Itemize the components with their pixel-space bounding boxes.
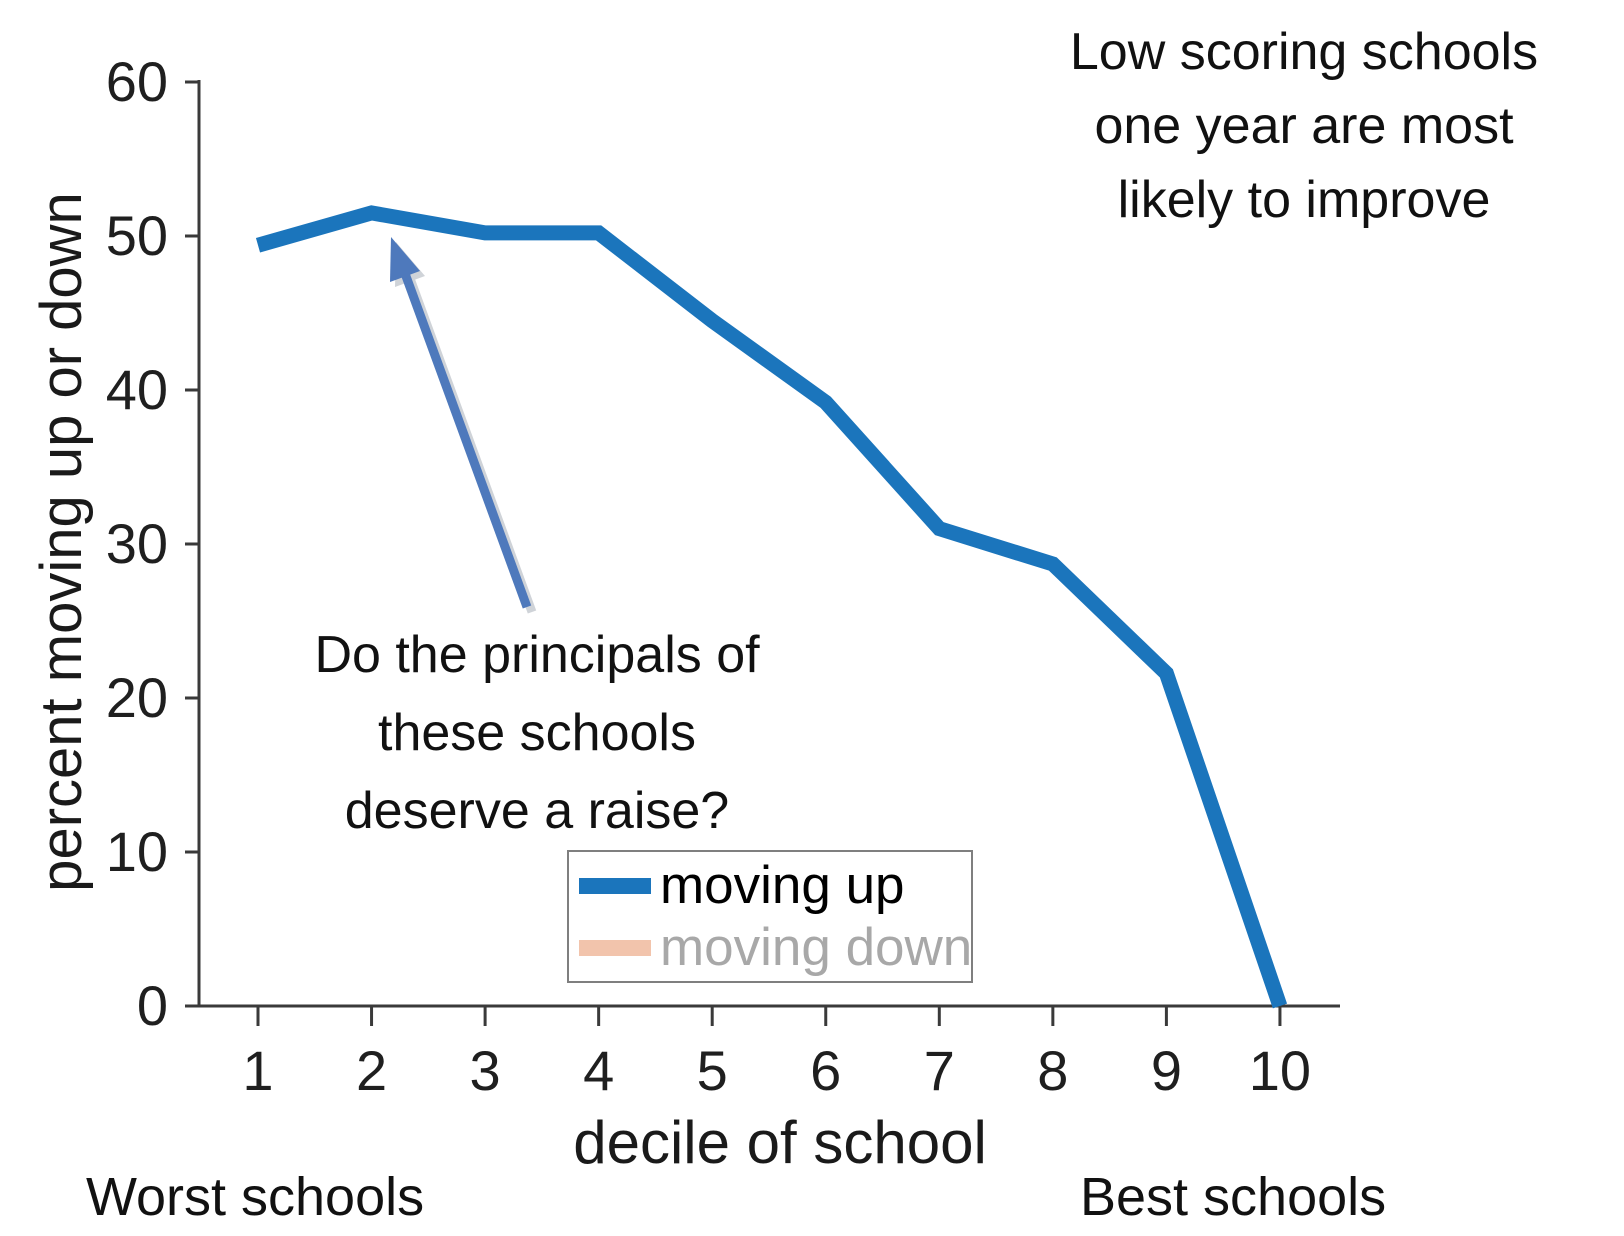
moving-up-line bbox=[255, 205, 1288, 1009]
x-tick-label: 5 bbox=[696, 1039, 728, 1102]
x-tick-label: 9 bbox=[1150, 1039, 1182, 1102]
worst-schools-label: Worst schools bbox=[86, 1167, 425, 1227]
y-tick-label: 60 bbox=[105, 50, 168, 113]
x-axis-title: decile of school bbox=[573, 1109, 987, 1176]
x-tick-label: 1 bbox=[242, 1039, 274, 1102]
legend: moving up moving down bbox=[567, 850, 973, 983]
x-tick-label: 6 bbox=[810, 1039, 842, 1102]
annotation-raise-question: Do the principals of these schools deser… bbox=[314, 626, 760, 840]
x-tick-label: 3 bbox=[469, 1039, 501, 1102]
y-tick-label: 40 bbox=[105, 358, 168, 421]
x-tick-label: 8 bbox=[1037, 1039, 1069, 1102]
legend-label-moving-down: moving down bbox=[660, 918, 973, 977]
y-tick-label: 20 bbox=[105, 666, 168, 729]
legend-item-moving-up: moving up bbox=[579, 858, 971, 914]
y-tick-label: 30 bbox=[105, 512, 168, 575]
x-tick-label: 4 bbox=[583, 1039, 615, 1102]
x-tick-label: 7 bbox=[923, 1039, 955, 1102]
legend-swatch-moving-down bbox=[579, 939, 651, 956]
y-tick-label: 0 bbox=[136, 974, 168, 1037]
annotation-improve: Low scoring schools one year are most li… bbox=[1069, 23, 1539, 229]
x-tick-label: 2 bbox=[355, 1039, 388, 1102]
best-schools-label: Best schools bbox=[1080, 1167, 1387, 1227]
axes bbox=[185, 80, 1340, 1026]
legend-label-moving-up: moving up bbox=[660, 856, 905, 915]
y-axis-title: percent moving up or down bbox=[29, 192, 94, 892]
y-tick-label: 50 bbox=[105, 204, 168, 267]
x-tick-label: 10 bbox=[1248, 1039, 1312, 1102]
legend-item-moving-down: moving down bbox=[579, 918, 973, 977]
legend-swatch-moving-up bbox=[579, 877, 651, 894]
y-tick-label: 10 bbox=[105, 820, 168, 883]
annotation-arrow bbox=[390, 237, 537, 614]
